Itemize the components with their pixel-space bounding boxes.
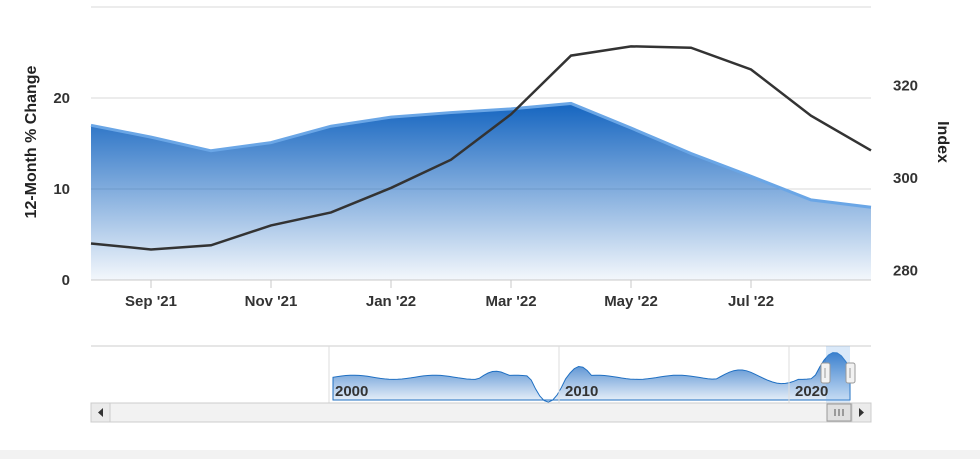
area-series-12-month-change <box>91 103 871 281</box>
left-y-axis: 0 10 20 <box>53 90 70 289</box>
page-bottom-strip <box>0 450 980 459</box>
navigator-label-2020: 2020 <box>795 383 828 400</box>
x-tick-label: Sep '21 <box>125 293 177 310</box>
navigator[interactable]: 2000 2010 2020 <box>91 345 871 403</box>
x-tick-label: May '22 <box>604 293 658 310</box>
scrollbar[interactable] <box>90 402 872 423</box>
x-tick-label: Nov '21 <box>245 293 298 310</box>
right-axis-title: Index <box>934 121 951 163</box>
x-axis: Sep '21 Nov '21 Jan '22 Mar '22 May '22 Jul '… <box>125 280 774 310</box>
navigator-label-2000: 2000 <box>335 383 368 400</box>
x-tick-label: Mar '22 <box>485 293 536 310</box>
line-series-index <box>90 45 872 251</box>
right-y-tick-label: 320 <box>893 78 918 95</box>
left-axis-title: 12-Month % Change <box>23 65 40 218</box>
left-y-tick-label: 0 <box>62 272 70 289</box>
navigator-label-2010: 2010 <box>565 383 598 400</box>
navigator-area-series <box>332 352 851 403</box>
left-y-tick-label: 20 <box>53 90 70 107</box>
area-series-edge <box>90 101 872 209</box>
navigator-gridlines <box>328 346 790 403</box>
x-tick-label: Jan '22 <box>366 293 416 310</box>
right-y-axis: 280 300 320 <box>893 78 918 280</box>
chevron-right-icon <box>859 408 864 417</box>
left-y-tick-label: 10 <box>53 181 70 198</box>
right-y-tick-label: 280 <box>893 263 918 280</box>
x-tick-label: Jul '22 <box>728 293 774 310</box>
right-y-tick-label: 300 <box>893 170 918 187</box>
scrollbar-track[interactable] <box>90 402 872 423</box>
chevron-left-icon <box>98 408 103 417</box>
